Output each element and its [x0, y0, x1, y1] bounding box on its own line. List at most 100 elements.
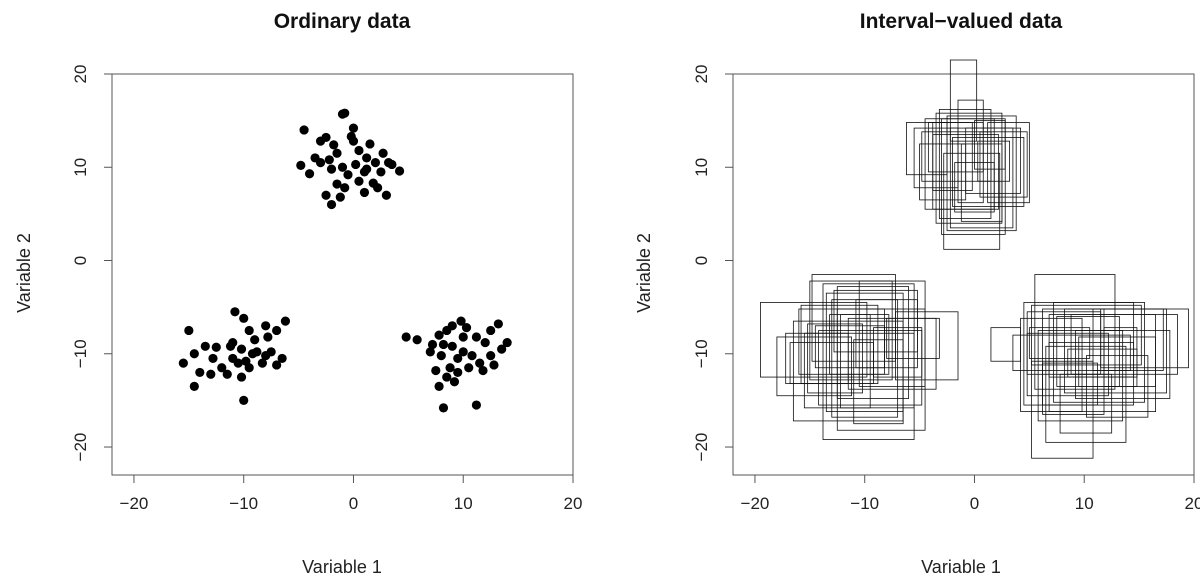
interval-rect: [987, 122, 1030, 204]
data-point: [272, 325, 282, 336]
interval-rect: [1103, 327, 1138, 387]
y-axis-label: Variable 2: [634, 233, 654, 313]
data-point: [486, 325, 496, 336]
data-point: [326, 164, 337, 174]
data-point: [493, 319, 503, 329]
data-point: [438, 339, 449, 350]
interval-rect: [825, 292, 904, 412]
y-axis: −20 −10 0 10 20: [71, 65, 113, 461]
y-tick-label: 10: [692, 158, 711, 177]
interval-rect: [1059, 373, 1113, 434]
data-point: [206, 369, 216, 379]
interval-rect: [1026, 332, 1109, 397]
data-point: [277, 353, 287, 364]
data-point: [250, 335, 260, 345]
data-point: [263, 332, 273, 342]
plot-frame: [111, 73, 574, 476]
data-point: [184, 325, 194, 336]
interval-rect: [809, 280, 893, 381]
data-point: [332, 179, 342, 189]
data-point: [233, 358, 243, 368]
data-point: [351, 159, 361, 170]
data-point: [239, 313, 249, 323]
data-point: [326, 199, 337, 210]
data-point: [475, 358, 485, 368]
data-point: [458, 347, 468, 357]
data-point: [453, 367, 463, 378]
interval-rect: [1037, 330, 1124, 422]
interval-rect: [921, 131, 992, 182]
data-point: [244, 325, 254, 336]
plot-frame: [732, 73, 1195, 476]
data-point: [195, 367, 205, 378]
data-point: [324, 155, 334, 165]
data-point: [464, 363, 474, 373]
data-point: [348, 123, 359, 133]
interval-rect: [949, 59, 978, 142]
data-point: [489, 360, 499, 370]
interval-rect: [800, 304, 879, 385]
x-tick-label: −20: [741, 494, 770, 513]
data-point: [208, 353, 218, 364]
interval-rect: [943, 152, 1001, 250]
data-point: [449, 377, 460, 387]
data-point: [471, 400, 482, 410]
data-point: [412, 335, 422, 345]
data-point: [244, 363, 254, 373]
data-point: [436, 351, 446, 361]
data-point: [280, 316, 291, 326]
data-point: [425, 347, 435, 357]
data-point: [359, 167, 370, 177]
data-point: [378, 148, 388, 158]
interval-rect: [1034, 274, 1116, 390]
interval-rect: [807, 323, 863, 394]
data-point: [359, 187, 370, 198]
interval-rect: [760, 302, 868, 378]
interval-rect: [853, 339, 904, 425]
data-point: [434, 381, 444, 392]
interval-rect: [946, 115, 1017, 232]
data-point: [434, 330, 444, 340]
data-point: [370, 157, 381, 168]
data-point: [340, 183, 350, 193]
interval-rect: [979, 131, 1028, 198]
data-point: [230, 307, 240, 317]
interval-rect: [965, 127, 1021, 194]
data-point: [217, 363, 227, 373]
y-tick-label: 20: [692, 65, 711, 84]
interval-rect: [1031, 360, 1094, 459]
interval-rect: [895, 311, 959, 381]
interval-rect: [1078, 336, 1156, 387]
x-tick-label: −10: [850, 494, 879, 513]
interval-rect: [924, 118, 995, 210]
data-point: [211, 342, 221, 352]
x-axis: −20 −10 0 10 20: [741, 474, 1200, 513]
y-axis-label: Variable 2: [14, 233, 34, 313]
interval-rect: [1056, 316, 1120, 387]
panel-interval: Interval−valued data Variable 1 Variable…: [634, 10, 1200, 577]
data-point: [189, 381, 199, 392]
data-point: [337, 162, 348, 172]
y-axis: −20 −10 0 10 20: [692, 65, 734, 462]
data-point: [471, 332, 482, 342]
interval-rect: [952, 137, 1025, 207]
interval-rect: [886, 317, 940, 359]
interval-rect: [941, 118, 1006, 235]
interval-rect: [1028, 327, 1091, 359]
data-point: [236, 372, 247, 382]
y-tick-label: −20: [692, 433, 711, 462]
x-axis-label: Variable 1: [921, 557, 1001, 577]
data-point: [340, 108, 350, 118]
data-point: [222, 369, 232, 379]
data-point: [445, 363, 455, 373]
x-tick-label: 10: [1075, 494, 1094, 513]
data-point: [362, 153, 372, 163]
data-point: [394, 166, 405, 176]
data-point: [387, 159, 397, 170]
data-point: [239, 395, 249, 405]
data-point: [438, 403, 449, 413]
data-point: [373, 183, 383, 193]
data-point: [480, 337, 490, 348]
interval-rect: [1048, 342, 1135, 378]
